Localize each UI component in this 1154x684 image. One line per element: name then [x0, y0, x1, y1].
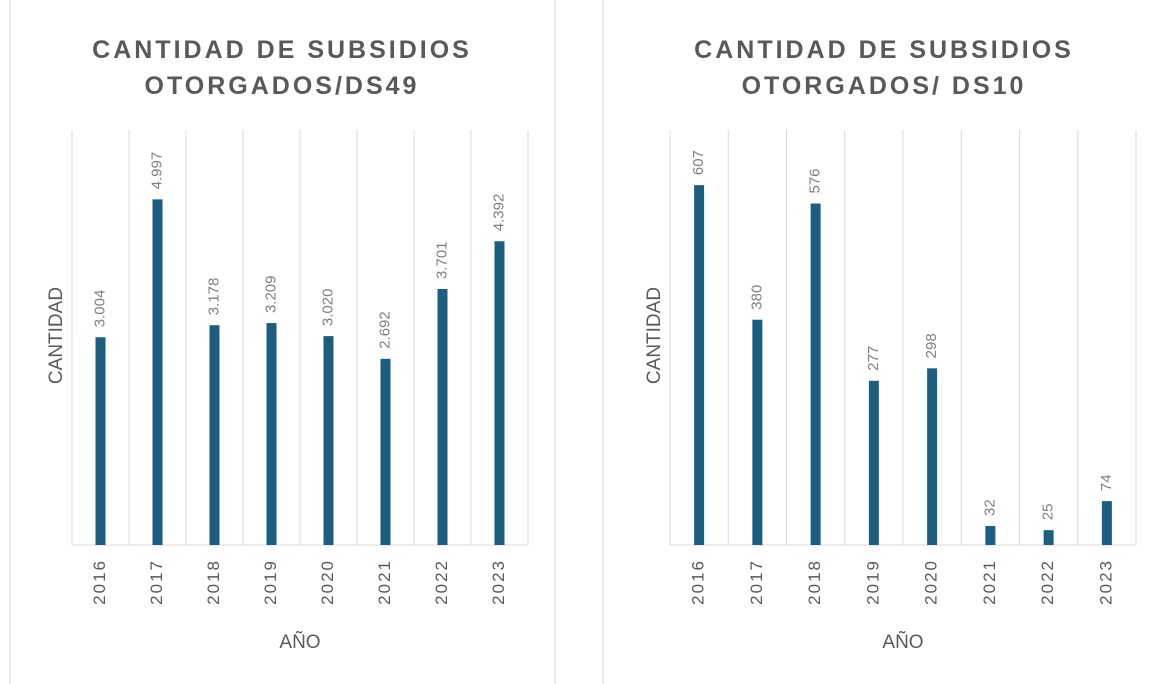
- data-label: 25: [1040, 503, 1057, 520]
- x-tick-label: 2016: [689, 559, 708, 605]
- x-tick-label: 2020: [318, 559, 337, 605]
- data-label: 32: [981, 499, 998, 516]
- x-tick-label: 2019: [261, 559, 280, 605]
- bar: [810, 203, 821, 545]
- bar: [985, 526, 996, 545]
- panel-border: [9, 0, 556, 684]
- chart-title: CANTIDAD DE SUBSIDIOS: [92, 36, 472, 64]
- data-label: 576: [807, 168, 824, 193]
- data-label: 3.004: [91, 290, 108, 328]
- bar: [868, 380, 879, 545]
- data-label: 3.701: [433, 241, 450, 279]
- data-label: 607: [690, 150, 707, 175]
- x-tick-label: 2021: [375, 559, 394, 605]
- x-tick-label: 2022: [1038, 559, 1057, 605]
- bar: [209, 325, 220, 545]
- x-tick-label: 2018: [204, 559, 223, 605]
- bar: [95, 337, 106, 545]
- chart-title: CANTIDAD DE SUBSIDIOS: [694, 36, 1074, 64]
- bar: [380, 358, 391, 545]
- x-tick-label: 2017: [747, 559, 766, 605]
- bar: [927, 368, 938, 545]
- data-label: 4.392: [490, 194, 507, 232]
- x-tick-label: 2017: [147, 559, 166, 605]
- x-tick-label: 2016: [90, 559, 109, 605]
- data-label: 74: [1098, 474, 1115, 491]
- data-label: 4.997: [148, 152, 165, 190]
- x-tick-label: 2021: [980, 559, 999, 605]
- y-axis-label: CANTIDAD: [46, 287, 67, 384]
- data-label: 3.178: [205, 278, 222, 316]
- bar: [1043, 530, 1054, 545]
- panel-border: [602, 0, 604, 684]
- bar: [323, 336, 334, 545]
- x-tick-label: 2019: [863, 559, 882, 605]
- data-label: 3.020: [319, 289, 336, 327]
- bar: [694, 185, 705, 545]
- bar: [494, 241, 505, 545]
- x-tick-label: 2022: [432, 559, 451, 605]
- bar: [752, 319, 763, 545]
- x-axis-label: AÑO: [882, 631, 923, 653]
- x-tick-label: 2018: [805, 559, 824, 605]
- chart-title: OTORGADOS/ DS10: [742, 72, 1027, 100]
- data-label: 3.209: [262, 275, 279, 313]
- x-axis-label: AÑO: [279, 631, 320, 653]
- data-label: 380: [748, 285, 765, 310]
- x-tick-label: 2023: [489, 559, 508, 605]
- bar: [152, 199, 163, 546]
- data-label: 2.692: [376, 311, 393, 349]
- y-axis-label: CANTIDAD: [644, 287, 665, 384]
- x-tick-label: 2020: [922, 559, 941, 605]
- bar: [1101, 501, 1112, 545]
- chart-title: OTORGADOS/DS49: [145, 72, 420, 100]
- data-label: 277: [865, 346, 882, 371]
- bar: [437, 289, 448, 545]
- x-tick-label: 2023: [1096, 559, 1115, 605]
- bar: [266, 323, 277, 545]
- data-label: 298: [923, 333, 940, 358]
